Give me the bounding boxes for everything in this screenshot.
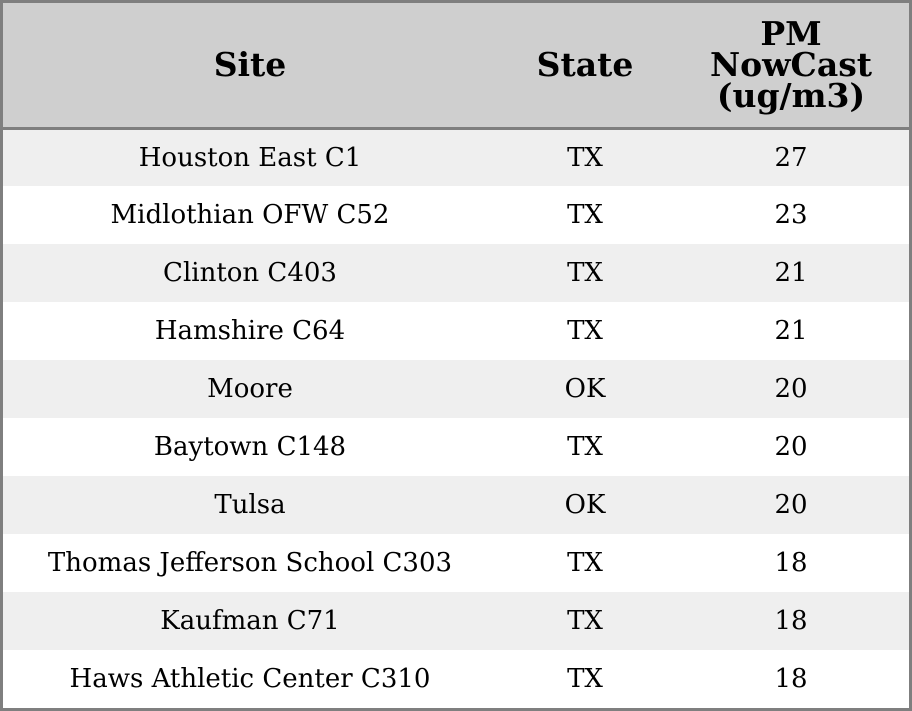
cell-state: TX — [567, 548, 603, 578]
cell-site: Baytown C148 — [153, 432, 347, 462]
cell-site: Haws Athletic Center C310 — [69, 664, 431, 694]
table-row: Kaufman C71 TX 18 — [3, 592, 909, 650]
cell-pm: 20 — [774, 490, 808, 520]
cell-pm: 20 — [774, 432, 808, 462]
cell-state: TX — [567, 258, 603, 288]
cell-pm: 21 — [774, 316, 808, 346]
cell-state: OK — [564, 374, 606, 404]
cell-state: TX — [567, 142, 603, 173]
cell-state: TX — [567, 432, 603, 462]
column-header-state: State — [497, 3, 673, 130]
cell-state: TX — [567, 606, 603, 636]
cell-site: Midlothian OFW C52 — [110, 200, 390, 230]
header-row: Site State PM NowCast (ug/m3) — [3, 3, 909, 130]
cell-site: Moore — [207, 374, 293, 404]
table-body: Houston East C1 TX 27 Midlothian OFW C52… — [3, 128, 909, 708]
table-row: Hamshire C64 TX 21 — [3, 302, 909, 360]
cell-state: TX — [567, 664, 603, 694]
cell-site: Thomas Jefferson School C303 — [47, 548, 453, 578]
table-row: Haws Athletic Center C310 TX 18 — [3, 650, 909, 708]
cell-state: TX — [567, 316, 603, 346]
cell-pm: 18 — [774, 548, 808, 578]
cell-pm: 20 — [774, 374, 808, 404]
cell-site: Kaufman C71 — [160, 606, 340, 636]
table-row: Houston East C1 TX 27 — [3, 128, 909, 186]
cell-pm: 23 — [774, 200, 808, 230]
cell-pm: 27 — [774, 142, 808, 173]
cell-pm: 18 — [774, 606, 808, 636]
cell-site: Tulsa — [214, 490, 286, 520]
cell-state: OK — [564, 490, 606, 520]
column-header-pm-line3: (ug/m3) — [716, 76, 866, 116]
cell-pm: 18 — [774, 664, 808, 694]
cell-site: Clinton C403 — [163, 258, 337, 288]
table-row: Tulsa OK 20 — [3, 476, 909, 534]
cell-state: TX — [567, 200, 603, 230]
column-header-pm-nowcast: PM NowCast (ug/m3) — [673, 3, 909, 130]
table-row: Thomas Jefferson School C303 TX 18 — [3, 534, 909, 592]
cell-site: Houston East C1 — [138, 142, 362, 173]
column-header-pm-line2: NowCast — [709, 45, 873, 85]
cell-pm: 21 — [774, 258, 808, 288]
column-header-site: Site — [3, 3, 497, 130]
table-row: Baytown C148 TX 20 — [3, 418, 909, 476]
table-row: Midlothian OFW C52 TX 23 — [3, 186, 909, 244]
pm-nowcast-table: Site State PM NowCast (ug/m3) Houston Ea… — [3, 3, 909, 708]
table-row: Clinton C403 TX 21 — [3, 244, 909, 302]
table-header: Site State PM NowCast (ug/m3) — [3, 3, 909, 130]
cell-site: Hamshire C64 — [154, 316, 346, 346]
table-row: Moore OK 20 — [3, 360, 909, 418]
column-header-pm-line1: PM — [760, 14, 822, 54]
